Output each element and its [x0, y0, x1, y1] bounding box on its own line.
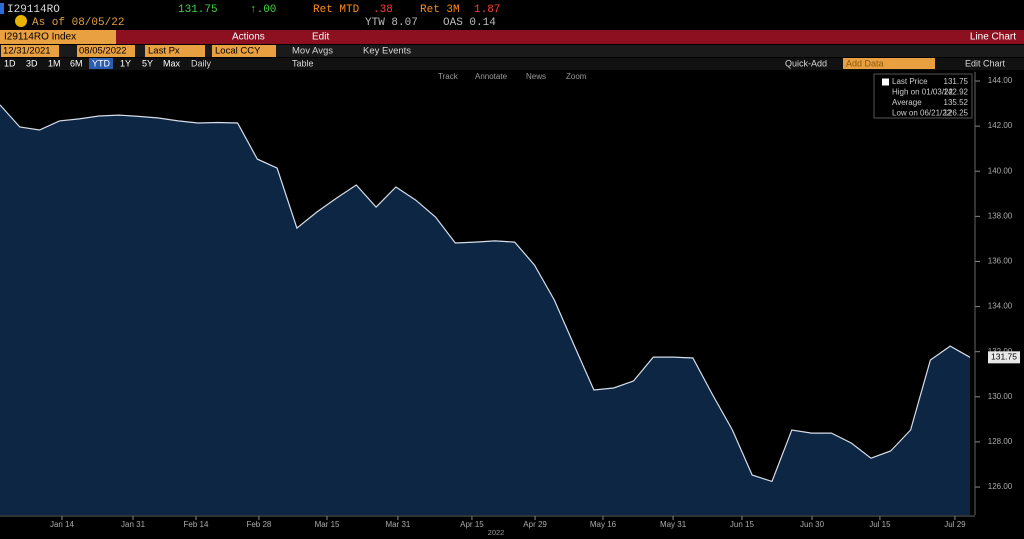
change: ↑.00	[250, 4, 276, 16]
ticker-marker	[0, 3, 4, 14]
edit-chart[interactable]: Edit Chart	[965, 58, 1006, 68]
area	[0, 104, 970, 516]
x-tick-label: Mar 31	[385, 520, 410, 529]
range-button[interactable]: 3D	[26, 58, 38, 68]
y-tick-label: 138.00	[988, 211, 1013, 220]
table-button[interactable]: Table	[292, 58, 314, 68]
x-tick-label: Jan 14	[50, 520, 75, 529]
plot	[0, 104, 971, 516]
security-field[interactable]	[0, 30, 116, 44]
x-tick-label: Apr 29	[523, 520, 547, 529]
mov-avgs[interactable]: Mov Avgs	[292, 46, 333, 57]
legend-value: 131.75	[944, 77, 969, 86]
line	[0, 104, 971, 483]
chart-tool[interactable]: Track	[438, 72, 459, 81]
currency[interactable]: Local CCY	[215, 46, 261, 57]
field-box[interactable]	[145, 45, 205, 57]
security[interactable]: I29114RO Index	[4, 32, 76, 43]
as-of: As of 08/05/22	[32, 17, 124, 29]
x-tick-label: Mar 15	[315, 520, 340, 529]
view-title: Line Chart	[970, 32, 1016, 43]
ret-3m: 1.87	[474, 4, 500, 16]
range-button[interactable]: 5Y	[142, 58, 153, 68]
x-tick-label: May 16	[590, 520, 617, 529]
end-date[interactable]: 08/05/2022	[79, 46, 127, 57]
end-field[interactable]	[77, 45, 135, 57]
start-field[interactable]	[1, 45, 59, 57]
y-tick-label: 144.00	[988, 76, 1013, 85]
last-price-tag	[988, 351, 1020, 364]
range-button[interactable]: YTD	[92, 58, 111, 68]
x-tick-label: Jan 31	[121, 520, 146, 529]
chart-tool[interactable]: News	[526, 72, 546, 81]
range-button[interactable]: Max	[163, 58, 181, 68]
legend-label: Average	[892, 98, 922, 107]
key-events[interactable]: Key Events	[363, 46, 411, 57]
x-tick-label: Jun 15	[730, 520, 755, 529]
ticker: I29114RO	[7, 4, 60, 16]
range-button[interactable]: 1D	[4, 58, 16, 68]
price: 131.75	[178, 4, 218, 16]
range-selected	[89, 58, 113, 69]
x-tick-label: Feb 14	[184, 520, 209, 529]
quick-add[interactable]: Quick-Add	[785, 58, 827, 68]
y-tick-label: 126.00	[988, 482, 1013, 491]
menu-bar	[0, 30, 1024, 44]
field[interactable]: Last Px	[148, 46, 180, 57]
range-bar	[0, 58, 1024, 70]
ytw: YTW 8.07	[365, 17, 418, 29]
x-tick-label: Apr 15	[460, 520, 484, 529]
edit-menu[interactable]: Edit	[312, 32, 329, 43]
ret-3m-label: Ret 3M	[420, 4, 460, 16]
legend-label: High on 01/03/22	[892, 88, 953, 97]
start-date[interactable]: 12/31/2021	[3, 46, 51, 57]
x-tick-label: Feb 28	[246, 520, 271, 529]
legend-value: 126.25	[944, 109, 969, 118]
ret-mtd: .38	[373, 4, 393, 16]
range-button[interactable]: 1M	[48, 58, 61, 68]
legend-swatch	[882, 78, 889, 86]
info-icon[interactable]	[15, 15, 27, 27]
legend-label: Low on 06/21/22	[892, 109, 952, 118]
add-data[interactable]: Add Data	[846, 58, 884, 68]
actions-menu[interactable]: Actions	[232, 32, 265, 43]
y-tick-label: 132.00	[988, 347, 1013, 356]
frequency[interactable]: Daily	[191, 58, 212, 68]
legend-label: Last Price	[892, 77, 928, 86]
add-data-box[interactable]	[843, 58, 935, 69]
x-tick-label: May 31	[660, 520, 687, 529]
x-tick-label: Jul 29	[944, 520, 966, 529]
legend-box	[873, 73, 973, 119]
y-tick-label: 128.00	[988, 437, 1013, 446]
legend-value: 142.92	[944, 88, 969, 97]
chart-tool[interactable]: Zoom	[566, 72, 587, 81]
ret-mtd-label: Ret MTD	[313, 4, 360, 16]
y-tick-label: 142.00	[988, 121, 1013, 130]
y-tick-label: 140.00	[988, 166, 1013, 175]
x-tick-label: Jul 15	[869, 520, 891, 529]
y-tick-label: 136.00	[988, 257, 1013, 266]
range-button[interactable]: 1Y	[120, 58, 131, 68]
currency-box[interactable]	[212, 45, 276, 57]
range-button[interactable]: 6M	[70, 58, 83, 68]
y-tick-label: 134.00	[988, 302, 1013, 311]
y-tick-label: 130.00	[988, 392, 1013, 401]
x-axis-label: 2022	[488, 528, 505, 537]
last-price-label: 131.75	[991, 352, 1017, 362]
x-tick-label: Jun 30	[800, 520, 825, 529]
oas: OAS 0.14	[443, 17, 496, 29]
legend-value: 135.52	[944, 98, 969, 107]
chart-tool[interactable]: Annotate	[475, 72, 508, 81]
